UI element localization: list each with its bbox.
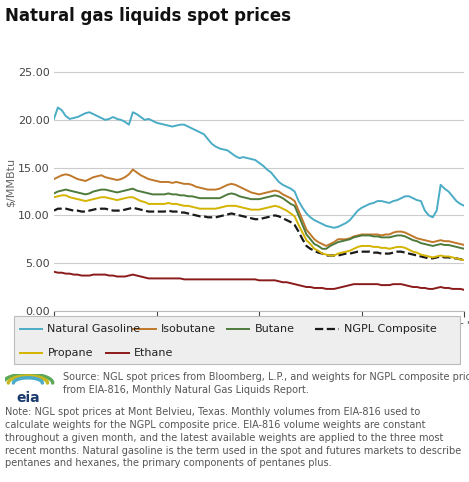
FancyBboxPatch shape <box>14 316 460 364</box>
Y-axis label: $/MMBtu: $/MMBtu <box>5 158 15 206</box>
Text: Ethane: Ethane <box>135 348 174 358</box>
Text: eia: eia <box>16 390 40 404</box>
Text: Butane: Butane <box>255 324 295 334</box>
Text: Natural gas liquids spot prices: Natural gas liquids spot prices <box>5 7 291 25</box>
Text: Natural Gasoline: Natural Gasoline <box>47 324 141 334</box>
Text: NGPL Composite: NGPL Composite <box>344 324 437 334</box>
Text: Isobutane: Isobutane <box>161 324 216 334</box>
Text: Note: NGL spot prices at Mont Belvieu, Texas. Monthly volumes from EIA-816 used : Note: NGL spot prices at Mont Belvieu, T… <box>5 407 461 469</box>
Text: Propane: Propane <box>47 348 93 358</box>
Text: Source: NGL spot prices from Bloomberg, L.P., and weights for NGPL composite pri: Source: NGL spot prices from Bloomberg, … <box>63 372 469 395</box>
